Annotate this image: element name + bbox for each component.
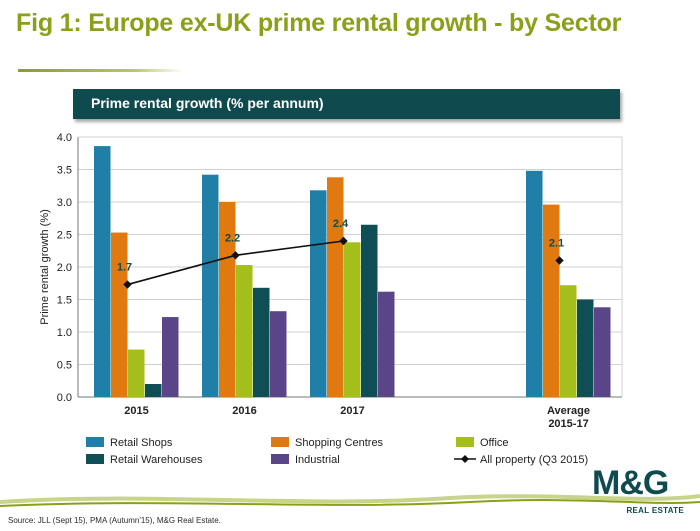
y-tick-label: 2.5 xyxy=(57,230,72,242)
y-tick-label: 4.0 xyxy=(57,132,72,144)
y-tick-label: 1.5 xyxy=(57,295,72,307)
all-property-point xyxy=(555,256,564,265)
all-property-point xyxy=(339,236,348,246)
all-property-data-label: 2.4 xyxy=(333,218,349,230)
bar xyxy=(560,285,577,397)
bar xyxy=(543,204,560,397)
x-tick-label: 2016 xyxy=(232,405,256,417)
bar xyxy=(219,202,236,397)
bar xyxy=(361,224,378,397)
bar xyxy=(378,291,395,397)
axes: 0.0 0.5 1.0 1.5 2.0 2.5 3.0 3.5 4.0 Prime rental … xyxy=(39,132,623,404)
legend-label: Office xyxy=(480,437,509,449)
bar xyxy=(253,287,270,397)
x-tick-label: 2015-17 xyxy=(548,418,588,430)
all-property-line: 1.7 2.2 2.4 2.1 xyxy=(117,218,564,289)
all-property-data-label: 1.7 xyxy=(117,262,132,274)
logo-mark: M&G xyxy=(592,464,669,502)
bar xyxy=(344,242,361,397)
bar xyxy=(94,146,111,397)
all-property-point xyxy=(123,280,132,289)
banner-title: Prime rental growth (% per annum) xyxy=(91,95,324,111)
legend-swatch xyxy=(271,437,289,447)
bar xyxy=(128,349,145,397)
bar xyxy=(577,299,594,397)
chart-banner: Prime rental growth (% per annum) xyxy=(73,89,620,119)
legend-label: Industrial xyxy=(295,454,340,466)
legend-label: Retail Shops xyxy=(110,437,173,449)
x-tick-label: 2015 xyxy=(124,405,148,417)
legend-swatch xyxy=(456,437,474,447)
legend-swatch xyxy=(271,454,289,464)
y-tick-label: 0.0 xyxy=(57,392,72,404)
legend-label: Retail Warehouses xyxy=(110,454,203,466)
bar xyxy=(202,174,219,397)
logo-subtext: REAL ESTATE xyxy=(626,506,684,515)
bar xyxy=(327,177,344,397)
bar xyxy=(270,311,287,397)
legend-diamond xyxy=(461,455,469,463)
footer-wave xyxy=(0,494,700,507)
bar xyxy=(594,307,611,397)
bar xyxy=(111,232,128,397)
y-tick-label: 3.5 xyxy=(57,165,72,177)
all-property-point xyxy=(231,251,240,260)
legend-swatch xyxy=(86,437,104,447)
legend: Retail Shops Shopping Centres Office Retail… xyxy=(86,437,588,466)
bar xyxy=(236,265,253,397)
source-note: Source: JLL (Sept 15), PMA (Autumn'15), … xyxy=(8,516,221,525)
bar xyxy=(162,317,179,397)
legend-label: Shopping Centres xyxy=(295,437,384,449)
page-title: Fig 1: Europe ex-UK prime rental growth … xyxy=(16,9,622,37)
bar-chart: 0.0 0.5 1.0 1.5 2.0 2.5 3.0 3.5 4.0 Prime rental … xyxy=(39,132,623,466)
y-tick-label: 3.0 xyxy=(57,197,72,209)
legend-swatch xyxy=(86,454,104,464)
mg-logo: M&G REAL ESTATE xyxy=(592,466,692,516)
all-property-data-label: 2.1 xyxy=(549,238,564,250)
bar xyxy=(145,384,162,397)
bar xyxy=(526,170,543,397)
y-tick-label: 1.0 xyxy=(57,327,72,339)
bar xyxy=(310,190,327,397)
all-property-data-label: 2.2 xyxy=(225,232,240,244)
x-tick-label: Average xyxy=(547,405,590,417)
title-underline xyxy=(18,69,183,72)
y-axis-title: Prime rental growth (%) xyxy=(39,209,51,325)
bars xyxy=(94,146,611,397)
x-tick-label: 2017 xyxy=(340,405,364,417)
y-tick-label: 0.5 xyxy=(57,360,72,372)
legend-label: All property (Q3 2015) xyxy=(480,454,588,466)
y-tick-label: 2.0 xyxy=(57,262,72,274)
